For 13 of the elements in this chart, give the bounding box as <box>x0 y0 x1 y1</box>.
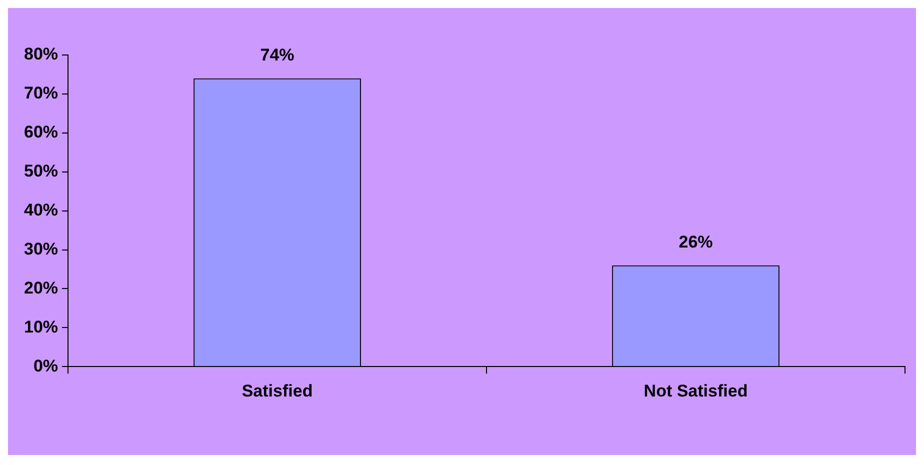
y-tick-label: 10% <box>24 317 58 336</box>
y-tick-label: 40% <box>24 200 58 220</box>
y-tick-label: 0% <box>33 356 58 376</box>
y-tick-label: 80% <box>24 44 58 64</box>
y-tick-label: 60% <box>24 122 58 142</box>
data-label: 74% <box>260 46 294 65</box>
x-tick-label: Not Satisfied <box>644 381 748 400</box>
x-tick-label: Satisfied <box>242 381 313 400</box>
y-tick-label: 70% <box>24 84 58 103</box>
y-tick-label: 30% <box>24 239 58 258</box>
y-tick-label: 50% <box>24 162 58 181</box>
y-tick-label: 20% <box>24 278 58 298</box>
data-label: 26% <box>678 232 713 252</box>
